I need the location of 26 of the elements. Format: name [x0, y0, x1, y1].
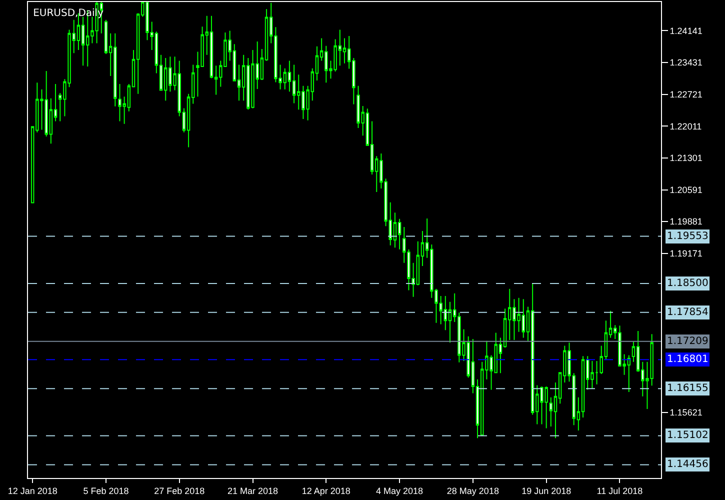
x-tick-label: 11 Jul 2018 [596, 486, 643, 496]
ref-line-label: 1.15102 [667, 430, 708, 441]
y-tick-label: 1.15621 [670, 408, 702, 418]
y-tick-label: 1.21301 [670, 153, 702, 164]
ref-line-label: 1.18500 [667, 278, 708, 289]
x-tick-label: 21 Mar 2018 [227, 486, 278, 496]
ref-line-label: 1.16801 [667, 354, 708, 365]
y-tick-label: 1.19171 [670, 248, 702, 259]
ref-line-label: 1.17209 [667, 336, 708, 347]
x-tick-label: 27 Feb 2018 [154, 486, 205, 496]
y-tick-label: 1.22721 [670, 89, 702, 100]
y-tick-label: 1.20591 [670, 184, 702, 195]
ref-line-label: 1.16155 [667, 383, 708, 394]
y-tick-label: 1.22011 [670, 121, 702, 132]
ref-line-label: 1.14456 [667, 459, 708, 470]
y-tick-label: 1.23431 [670, 58, 702, 68]
x-tick-label: 4 May 2018 [376, 486, 424, 496]
y-tick-label: 1.24141 [670, 26, 702, 36]
x-tick-label: 12 Apr 2018 [302, 486, 350, 496]
x-tick-label: 12 Jan 2018 [8, 486, 58, 496]
x-tick-label: 5 Feb 2018 [83, 486, 129, 496]
x-tick-label: 28 May 2018 [446, 486, 499, 496]
y-tick-label: 1.19881 [670, 216, 702, 227]
x-tick-label: 19 Jun 2018 [522, 486, 572, 496]
ref-line-label: 1.17854 [667, 307, 708, 318]
ref-line-label: 1.19553 [667, 231, 708, 242]
